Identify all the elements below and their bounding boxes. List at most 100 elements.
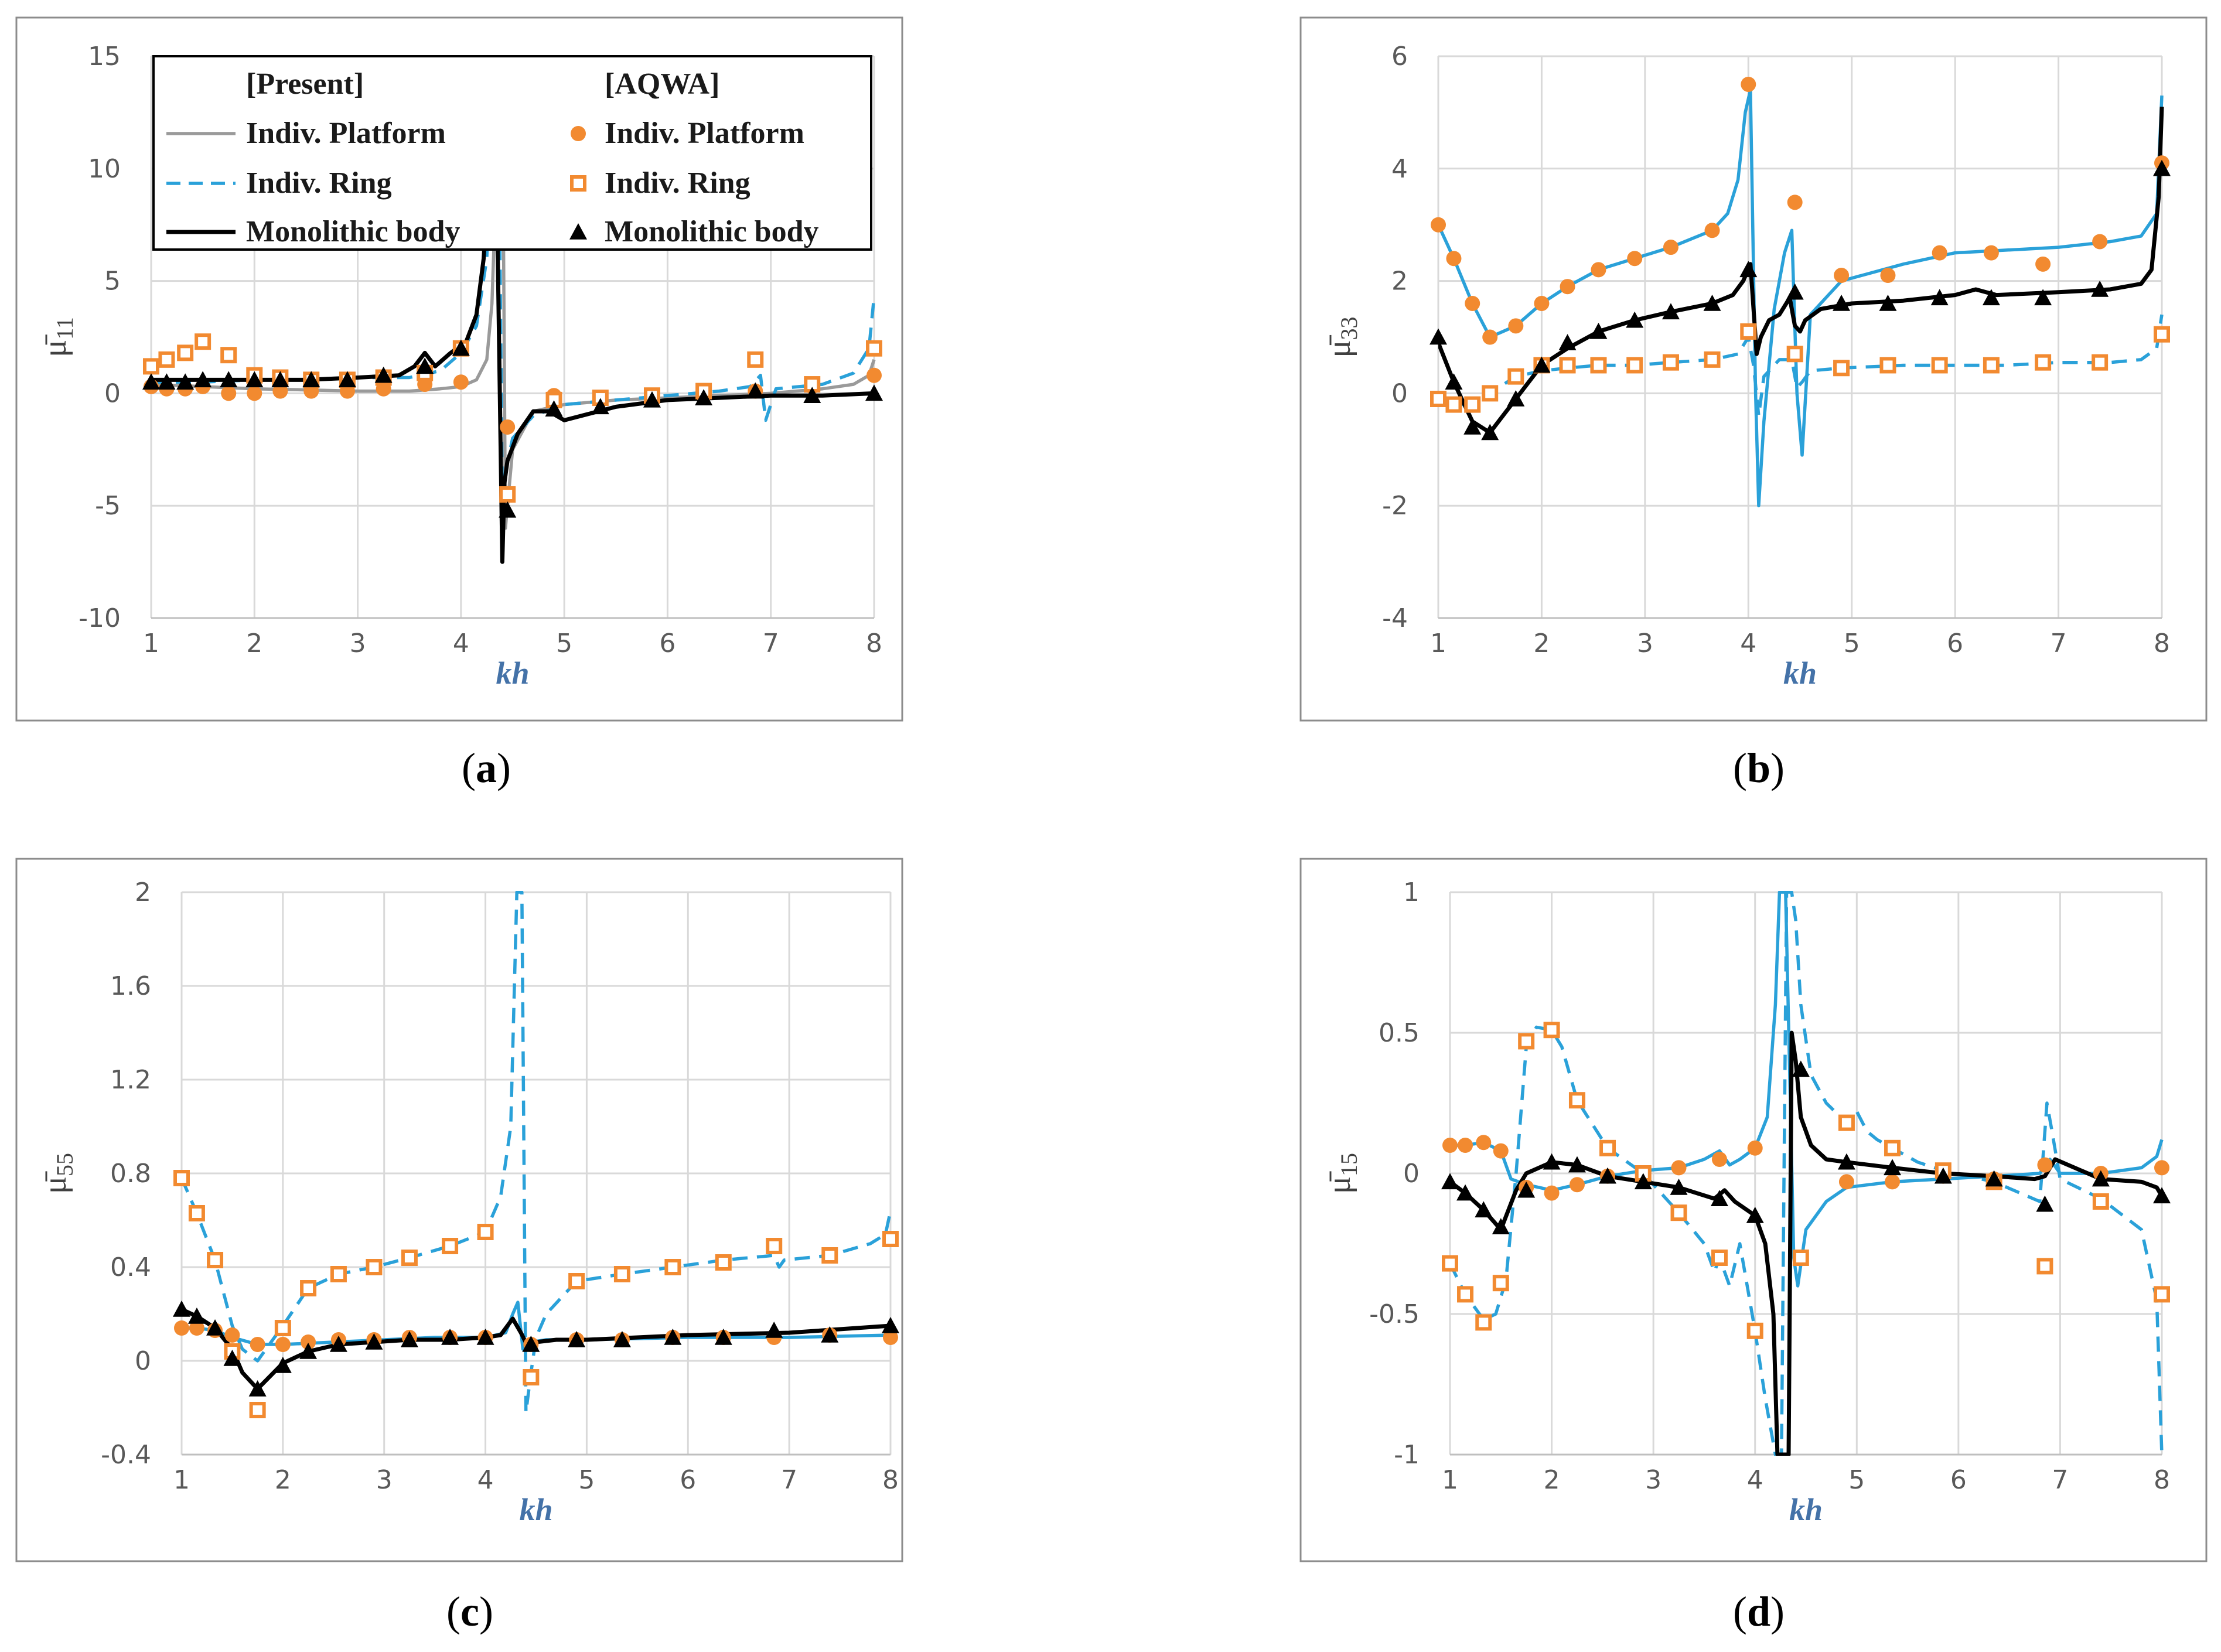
x-tick-label: 5 (556, 629, 572, 658)
data-point-triangle (194, 371, 212, 388)
series-line-present-indiv-ring (182, 891, 892, 1414)
data-point-triangle (1746, 1207, 1764, 1223)
data-point-triangle (2092, 1170, 2110, 1187)
data-point-square (330, 1266, 347, 1282)
data-point-square (1507, 368, 1524, 385)
data-point-triangle (158, 373, 176, 390)
series-line-present-monolithic-body (1438, 107, 2164, 435)
data-point-circle (1663, 240, 1678, 255)
data-point-circle (1544, 1185, 1560, 1201)
x-tick-label: 2 (1544, 1465, 1560, 1495)
data-point-square (177, 344, 194, 361)
y-axis-label-subscript: 55 (52, 1153, 78, 1176)
data-point-circle (1431, 217, 1446, 233)
data-point-circle (1671, 1160, 1687, 1176)
data-point-triangle (1533, 356, 1551, 373)
data-point-triangle (1507, 390, 1525, 407)
x-tick-label: 2 (1533, 629, 1550, 658)
data-point-triangle (223, 1350, 241, 1366)
x-tick-label: 4 (477, 1465, 494, 1495)
data-point-triangle (746, 382, 765, 399)
legend-swatch-marker (571, 126, 586, 141)
data-point-triangle (1599, 1167, 1617, 1184)
data-point-square (188, 1205, 205, 1221)
x-tick-label: 1 (143, 629, 159, 658)
data-point-circle (1446, 251, 1462, 267)
data-point-triangle (1475, 1201, 1493, 1218)
gridlines (1437, 55, 2163, 619)
y-tick-label: 0.5 (1379, 1018, 1420, 1048)
data-point-triangle (2153, 159, 2171, 176)
data-point-triangle (452, 339, 470, 356)
data-point-square (1568, 1092, 1585, 1109)
data-point-square (173, 1170, 190, 1186)
data-point-triangle (613, 1331, 631, 1347)
legend-swatch-marker (570, 175, 586, 192)
data-point-square (1704, 351, 1721, 368)
chart-panel-a: 1 2 3 4 5 6 7 8 -10 -5 0 5 10 15 kh μ̄11 (a) [Present] [AQ… (15, 16, 903, 791)
data-point-triangle (522, 1336, 540, 1352)
x-tick-label: 6 (1947, 629, 1963, 658)
data-point-square (1599, 1139, 1616, 1156)
x-tick-label: 8 (2154, 1465, 2170, 1495)
data-point-circle (1560, 279, 1575, 295)
data-point-triangle (1558, 334, 1577, 350)
x-axis-label: kh (496, 656, 529, 691)
data-point-square (2092, 354, 2109, 371)
y-axis-label-subscript: 33 (1336, 316, 1362, 340)
data-point-triangle (1568, 1156, 1586, 1173)
y-tick-label: 10 (88, 154, 121, 184)
x-tick-label: 4 (1740, 629, 1756, 658)
data-point-circle (1508, 318, 1524, 334)
chart-frame (1299, 16, 2208, 722)
markers (173, 1170, 899, 1418)
data-point-square (401, 1250, 418, 1266)
data-point-circle (2035, 256, 2051, 272)
x-tick-label: 1 (173, 1465, 190, 1495)
caption-open: ( (446, 1588, 460, 1635)
data-point-triangle (1634, 1173, 1652, 1190)
data-point-square (207, 1252, 224, 1268)
data-point-triangle (245, 371, 264, 388)
x-tick-label: 5 (578, 1465, 595, 1495)
data-point-circle (1442, 1138, 1458, 1153)
data-point-triangle (1441, 1173, 1459, 1190)
y-tick-label: 1.6 (110, 971, 151, 1001)
data-point-triangle (545, 400, 563, 417)
data-point-triangle (643, 391, 661, 408)
x-tick-label: 8 (866, 629, 882, 658)
data-point-triangle (176, 373, 195, 390)
data-point-square (499, 486, 516, 503)
data-point-triangle (714, 1329, 732, 1345)
data-point-circle (275, 1337, 291, 1352)
data-point-circle (1591, 262, 1606, 278)
data-point-triangle (302, 371, 320, 388)
data-point-circle (453, 374, 469, 390)
data-point-triangle (416, 357, 434, 374)
data-point-triangle (220, 371, 238, 388)
markers (1441, 1022, 2171, 1339)
caption-close: ) (497, 745, 511, 791)
y-tick-label: -1 (1394, 1440, 1420, 1470)
data-point-circle (1787, 194, 1803, 210)
y-tick-label: 0 (1391, 378, 1408, 408)
data-point-square (2154, 1286, 2170, 1303)
markers (142, 333, 883, 518)
x-tick-label: 3 (350, 629, 366, 658)
y-tick-label: 2 (1391, 267, 1408, 296)
panel-caption: (a) (462, 745, 511, 791)
data-point-square (300, 1280, 317, 1296)
y-tick-label: -4 (1382, 603, 1408, 633)
data-point-circle (1627, 251, 1643, 267)
y-tick-label: 15 (88, 42, 121, 71)
data-point-square (442, 1238, 459, 1254)
data-point-triangle (1930, 289, 1949, 306)
data-point-triangle (1543, 1153, 1561, 1170)
data-point-circle (1493, 1143, 1509, 1159)
data-point-circle (2037, 1157, 2053, 1173)
data-point-circle (174, 1320, 189, 1336)
chart-frame (15, 858, 903, 1562)
y-axis-label: μ̄11 (37, 317, 78, 357)
data-point-triangle (2036, 1195, 2054, 1212)
